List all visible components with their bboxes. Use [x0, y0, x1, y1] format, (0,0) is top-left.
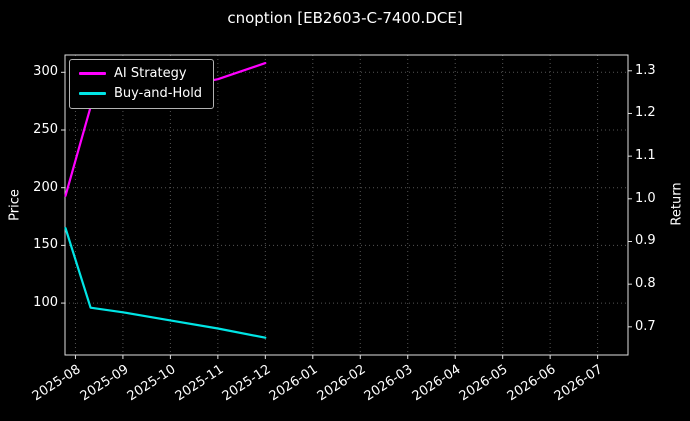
legend-label-buy-and-hold: Buy-and-Hold	[114, 86, 203, 101]
legend-item-buy-and-hold: Buy-and-Hold	[79, 86, 202, 101]
right-tick-label: 0.8	[635, 276, 656, 292]
right-tick-label: 0.7	[635, 318, 656, 334]
legend-item-ai-strategy: AI Strategy	[79, 66, 202, 81]
series-line-buy-and-hold	[64, 227, 267, 339]
right-tick-label: 1.2	[635, 105, 656, 121]
right-tick-label: 1.3	[635, 62, 656, 78]
right-tick-label: 0.9	[635, 233, 656, 249]
chart-title: cnoption [EB2603-C-7400.DCE]	[227, 9, 463, 27]
left-tick-label: 100	[33, 295, 58, 311]
plot-border	[64, 54, 629, 356]
left-tick-label: 300	[33, 64, 58, 80]
left-tick-label: 200	[33, 179, 58, 195]
legend: AI Strategy Buy-and-Hold	[69, 59, 215, 109]
legend-label-ai-strategy: AI Strategy	[114, 66, 187, 81]
right-tick-label: 1.1	[635, 148, 656, 164]
ai-strategy-line-swatch	[79, 72, 106, 75]
left-tick-label: 250	[33, 122, 58, 137]
right-tick-label: 1.0	[635, 190, 656, 206]
buy-and-hold-line-swatch	[79, 92, 106, 95]
left-tick-label: 150	[33, 237, 58, 253]
